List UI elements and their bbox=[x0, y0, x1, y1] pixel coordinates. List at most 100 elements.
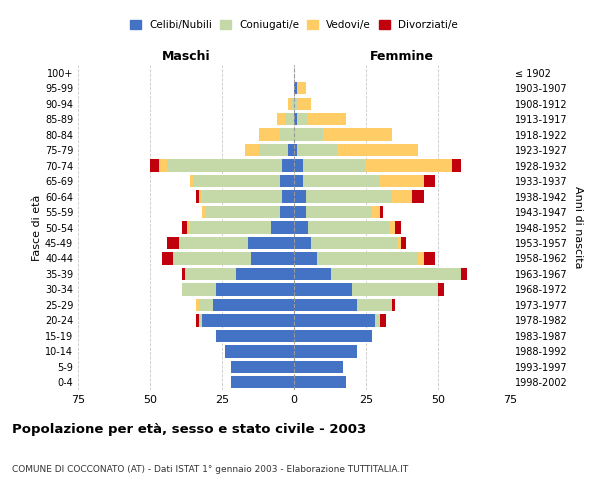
Text: Femmine: Femmine bbox=[370, 50, 434, 64]
Bar bbox=[251, 252, 294, 264]
Bar bbox=[280, 175, 294, 188]
Bar bbox=[245, 144, 259, 156]
Bar bbox=[286, 113, 294, 126]
Bar bbox=[199, 298, 214, 311]
Bar bbox=[294, 298, 358, 311]
Y-axis label: Fasce di età: Fasce di età bbox=[32, 194, 42, 260]
Bar bbox=[294, 82, 297, 94]
Bar bbox=[372, 206, 380, 218]
Bar bbox=[182, 283, 216, 296]
Bar bbox=[230, 360, 294, 373]
Bar bbox=[196, 190, 199, 202]
Bar bbox=[167, 160, 283, 172]
Bar bbox=[150, 160, 158, 172]
Bar bbox=[187, 222, 190, 234]
Bar bbox=[167, 237, 179, 249]
Bar bbox=[283, 160, 294, 172]
Bar bbox=[308, 222, 389, 234]
Text: COMUNE DI COCCONATO (AT) - Dati ISTAT 1° gennaio 2003 - Elaborazione TUTTITALIA.: COMUNE DI COCCONATO (AT) - Dati ISTAT 1°… bbox=[12, 466, 408, 474]
Bar bbox=[358, 298, 392, 311]
Bar bbox=[182, 222, 187, 234]
Bar bbox=[271, 222, 294, 234]
Bar bbox=[380, 314, 386, 326]
Bar bbox=[337, 144, 418, 156]
Bar bbox=[216, 330, 294, 342]
Text: Popolazione per età, sesso e stato civile - 2003: Popolazione per età, sesso e stato civil… bbox=[12, 422, 366, 436]
Y-axis label: Anni di nascita: Anni di nascita bbox=[573, 186, 583, 269]
Bar bbox=[294, 190, 305, 202]
Bar bbox=[366, 160, 452, 172]
Bar bbox=[352, 283, 438, 296]
Bar bbox=[199, 190, 202, 202]
Bar bbox=[305, 190, 392, 202]
Bar bbox=[323, 128, 392, 141]
Bar bbox=[331, 268, 461, 280]
Bar bbox=[302, 175, 380, 188]
Bar bbox=[196, 298, 199, 311]
Bar bbox=[193, 175, 280, 188]
Bar bbox=[294, 113, 297, 126]
Bar bbox=[392, 298, 395, 311]
Bar bbox=[202, 206, 205, 218]
Bar bbox=[225, 345, 294, 358]
Bar bbox=[392, 190, 412, 202]
Bar bbox=[259, 144, 288, 156]
Bar bbox=[461, 268, 467, 280]
Bar bbox=[294, 252, 317, 264]
Bar bbox=[398, 237, 401, 249]
Bar bbox=[185, 268, 236, 280]
Bar bbox=[294, 206, 305, 218]
Bar bbox=[418, 252, 424, 264]
Bar bbox=[294, 144, 297, 156]
Bar bbox=[311, 237, 398, 249]
Bar bbox=[305, 206, 372, 218]
Bar bbox=[190, 175, 193, 188]
Bar bbox=[424, 175, 435, 188]
Bar bbox=[374, 314, 380, 326]
Bar bbox=[308, 113, 346, 126]
Bar bbox=[199, 314, 202, 326]
Bar bbox=[259, 128, 280, 141]
Bar bbox=[294, 314, 374, 326]
Bar bbox=[452, 160, 461, 172]
Bar bbox=[202, 314, 294, 326]
Bar bbox=[438, 283, 444, 296]
Bar bbox=[294, 330, 372, 342]
Bar bbox=[389, 222, 395, 234]
Bar bbox=[294, 160, 302, 172]
Bar bbox=[302, 160, 366, 172]
Bar bbox=[230, 376, 294, 388]
Bar bbox=[401, 237, 406, 249]
Bar bbox=[214, 298, 294, 311]
Bar bbox=[294, 360, 343, 373]
Bar bbox=[190, 222, 271, 234]
Bar bbox=[294, 237, 311, 249]
Bar bbox=[294, 175, 302, 188]
Bar bbox=[205, 206, 280, 218]
Bar bbox=[297, 98, 311, 110]
Legend: Celibi/Nubili, Coniugati/e, Vedovi/e, Divorziati/e: Celibi/Nubili, Coniugati/e, Vedovi/e, Di… bbox=[128, 18, 460, 32]
Bar bbox=[297, 82, 305, 94]
Bar bbox=[297, 113, 308, 126]
Bar bbox=[248, 237, 294, 249]
Bar bbox=[158, 160, 167, 172]
Bar bbox=[288, 98, 291, 110]
Bar bbox=[280, 128, 294, 141]
Bar bbox=[161, 252, 173, 264]
Bar bbox=[294, 222, 308, 234]
Bar bbox=[277, 113, 286, 126]
Bar bbox=[294, 98, 297, 110]
Bar bbox=[294, 283, 352, 296]
Bar bbox=[182, 268, 185, 280]
Bar bbox=[280, 206, 294, 218]
Bar bbox=[297, 144, 337, 156]
Bar bbox=[179, 237, 248, 249]
Bar bbox=[236, 268, 294, 280]
Bar bbox=[288, 144, 294, 156]
Bar bbox=[380, 175, 424, 188]
Bar bbox=[412, 190, 424, 202]
Bar bbox=[173, 252, 251, 264]
Bar bbox=[294, 268, 331, 280]
Bar bbox=[291, 98, 294, 110]
Bar bbox=[380, 206, 383, 218]
